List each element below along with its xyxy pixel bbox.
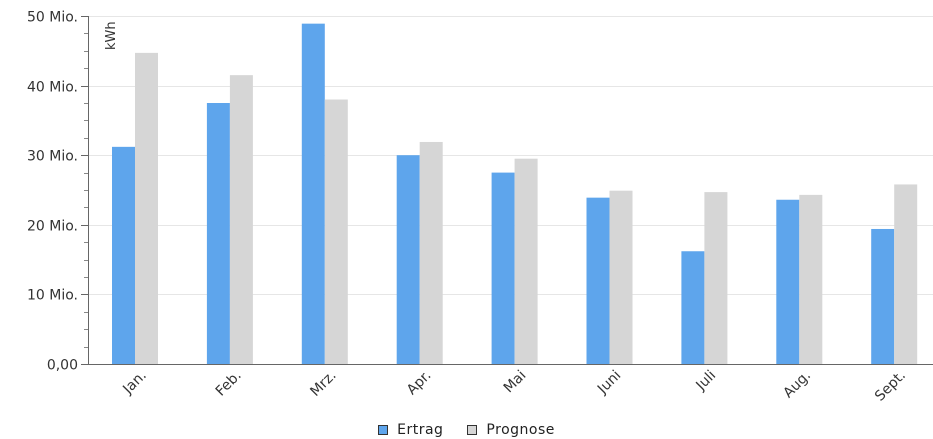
x-tick-label: Apr. — [404, 368, 435, 399]
x-tick-label: Feb. — [213, 368, 245, 400]
legend-item-ertrag[interactable]: Ertrag — [378, 422, 443, 438]
y-tick-labels: 0,00 10 Mio. 20 Mio. 30 Mio. 40 Mio. 50 Mio. — [27, 10, 78, 374]
bar-prognose[interactable] — [324, 99, 348, 365]
bar-prognose[interactable] — [609, 190, 633, 364]
legend-label-prognose: Prognose — [486, 422, 555, 438]
y-tick-label: 20 Mio. — [27, 219, 78, 235]
x-tick-labels: Jan. Feb. Mrz. Apr. Mai Juni Juli Aug. Sept. — [119, 368, 909, 405]
y-axis-label: kWh — [104, 21, 119, 50]
y-tick-label: 30 Mio. — [27, 149, 78, 165]
bar-ertrag[interactable] — [491, 172, 515, 364]
x-tick-label: Juli — [693, 368, 720, 395]
x-tick-label: Jan. — [119, 368, 149, 398]
x-tick-label: Sept. — [872, 368, 909, 405]
legend-swatch-prognose — [467, 425, 478, 435]
bar-prognose[interactable] — [799, 194, 823, 364]
y-tick-label: 0,00 — [47, 358, 78, 374]
x-tick-label: Mrz. — [307, 368, 339, 400]
bar-ertrag[interactable] — [396, 155, 420, 364]
legend-swatch-ertrag — [378, 425, 389, 435]
x-tick-label: Juni — [594, 368, 624, 398]
y-tick-label: 40 Mio. — [27, 80, 78, 96]
bar-ertrag[interactable] — [871, 228, 895, 364]
axes — [81, 16, 933, 365]
bar-prognose[interactable] — [135, 52, 158, 364]
x-tick-label: Aug. — [780, 368, 814, 402]
y-tick-label: 10 Mio. — [27, 288, 78, 304]
bar-prognose[interactable] — [514, 158, 538, 364]
bar-prognose[interactable] — [894, 184, 918, 364]
y-tick-label: 50 Mio. — [27, 10, 78, 26]
bar-ertrag[interactable] — [776, 199, 800, 364]
legend-item-prognose[interactable]: Prognose — [467, 422, 554, 438]
bar-ertrag[interactable] — [206, 103, 230, 364]
bar-ertrag[interactable] — [112, 146, 135, 364]
x-tick-label: Mai — [501, 368, 530, 397]
bar-ertrag[interactable] — [301, 23, 325, 364]
legend: Ertrag Prognose — [0, 421, 933, 439]
bar-prognose[interactable] — [704, 192, 728, 364]
bar-ertrag[interactable] — [681, 251, 705, 364]
legend-label-ertrag: Ertrag — [397, 422, 444, 438]
bar-prognose[interactable] — [229, 75, 253, 364]
bar-ertrag[interactable] — [586, 197, 610, 364]
bars — [112, 23, 918, 365]
bar-prognose[interactable] — [419, 141, 443, 364]
